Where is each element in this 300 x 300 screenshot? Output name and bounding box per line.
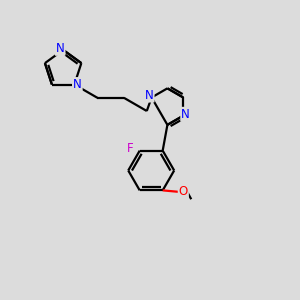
- Text: N: N: [181, 108, 190, 121]
- Text: F: F: [127, 142, 134, 155]
- Text: N: N: [73, 78, 82, 91]
- Text: N: N: [56, 42, 64, 55]
- Text: O: O: [179, 185, 188, 198]
- Text: N: N: [145, 88, 154, 102]
